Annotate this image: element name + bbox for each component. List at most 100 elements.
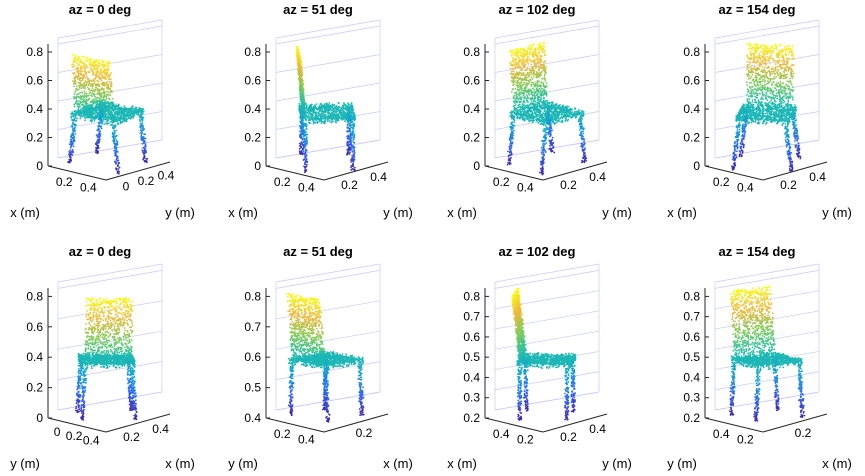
cloud-point xyxy=(322,106,324,109)
cloud-point xyxy=(301,138,304,141)
cloud-point xyxy=(109,88,112,90)
cloud-point xyxy=(353,150,356,153)
cloud-point xyxy=(340,107,343,110)
cloud-point xyxy=(103,83,105,85)
cloud-point xyxy=(109,120,112,123)
cloud-point xyxy=(114,142,117,145)
cloud-point xyxy=(141,125,144,127)
ground-axis-right xyxy=(105,161,171,181)
cloud-point xyxy=(540,161,543,164)
cloud-point xyxy=(81,114,83,116)
cloud-point xyxy=(73,103,76,106)
cloud-point xyxy=(74,89,77,92)
cloud-point xyxy=(102,91,105,94)
cloud-point xyxy=(330,121,333,124)
cloud-point xyxy=(111,111,113,114)
cloud-point xyxy=(313,109,316,112)
cloud-point xyxy=(81,55,84,58)
cloud-point xyxy=(106,90,108,92)
cloud-point xyxy=(545,127,548,130)
cloud-point xyxy=(299,79,302,82)
cloud-point xyxy=(112,133,115,136)
cloud-point xyxy=(539,171,541,174)
cloud-point xyxy=(528,120,530,122)
cloud-point xyxy=(73,130,76,133)
cloud-point xyxy=(72,134,75,136)
cloud-point xyxy=(299,69,302,72)
cloud-point xyxy=(100,102,102,105)
cloud-point xyxy=(71,137,74,140)
cloud-point xyxy=(68,161,71,164)
cloud-point xyxy=(331,105,334,107)
cloud-point xyxy=(350,104,353,107)
cloud-point xyxy=(93,99,96,102)
cloud-point xyxy=(511,141,514,144)
cloud-point xyxy=(82,101,85,103)
cloud-point xyxy=(79,109,82,112)
cloud-point xyxy=(118,111,121,114)
cloud-point xyxy=(98,128,100,131)
cloud-point xyxy=(544,125,547,127)
cloud-point xyxy=(348,140,351,143)
z-gridline xyxy=(57,25,163,45)
cloud-point xyxy=(135,110,138,113)
cloud-point xyxy=(74,126,77,129)
cloud-point xyxy=(296,68,299,71)
cloud-point xyxy=(81,103,83,106)
cloud-point xyxy=(143,154,146,157)
cloud-point xyxy=(90,105,93,107)
cloud-point xyxy=(83,61,85,63)
cloud-point xyxy=(305,106,307,109)
cloud-point xyxy=(99,73,102,75)
cloud-point xyxy=(304,163,306,166)
cloud-point xyxy=(334,107,336,110)
cloud-point xyxy=(141,122,144,124)
cloud-point xyxy=(109,113,111,116)
cloud-point xyxy=(106,64,109,67)
cloud-point xyxy=(545,134,548,136)
cloud-point xyxy=(114,149,116,152)
cloud-point xyxy=(114,126,117,128)
cloud-point xyxy=(114,108,116,110)
cloud-point xyxy=(99,69,102,72)
cloud-point xyxy=(335,113,338,116)
cloud-point xyxy=(95,86,98,89)
cloud-point xyxy=(101,119,104,122)
cloud-point xyxy=(90,69,93,71)
cloud-point xyxy=(304,159,307,162)
cloud-point xyxy=(583,142,586,145)
cloud-point xyxy=(302,112,305,115)
cloud-point xyxy=(140,116,143,118)
cloud-point xyxy=(337,107,340,110)
cloud-point xyxy=(306,108,309,111)
cloud-point xyxy=(80,68,82,71)
cloud-point xyxy=(543,114,546,117)
cloud-point xyxy=(508,158,511,160)
cloud-point xyxy=(100,79,103,82)
cloud-point xyxy=(307,109,310,112)
cloud-point xyxy=(78,78,81,81)
cloud-point xyxy=(118,166,121,169)
cloud-point xyxy=(95,76,98,78)
cloud-point xyxy=(76,103,79,106)
cloud-point xyxy=(116,165,119,168)
cloud-point xyxy=(95,65,98,68)
cloud-point xyxy=(541,153,543,156)
ground-tick-right-label: 0.2 xyxy=(138,174,155,188)
cloud-point xyxy=(69,140,72,143)
cloud-point xyxy=(353,158,355,161)
cloud-point xyxy=(99,78,102,80)
cloud-point xyxy=(130,116,133,119)
cloud-point xyxy=(79,95,82,98)
cloud-point xyxy=(299,110,301,113)
cloud-point xyxy=(108,61,111,64)
cloud-point xyxy=(97,76,99,78)
cloud-point xyxy=(513,129,515,132)
cloud-point xyxy=(346,114,349,116)
cloud-point xyxy=(90,89,93,92)
cloud-point xyxy=(90,67,92,70)
cloud-point xyxy=(72,145,75,148)
cloud-point xyxy=(301,147,304,150)
cloud-point xyxy=(139,122,142,125)
cloud-point xyxy=(80,87,83,89)
